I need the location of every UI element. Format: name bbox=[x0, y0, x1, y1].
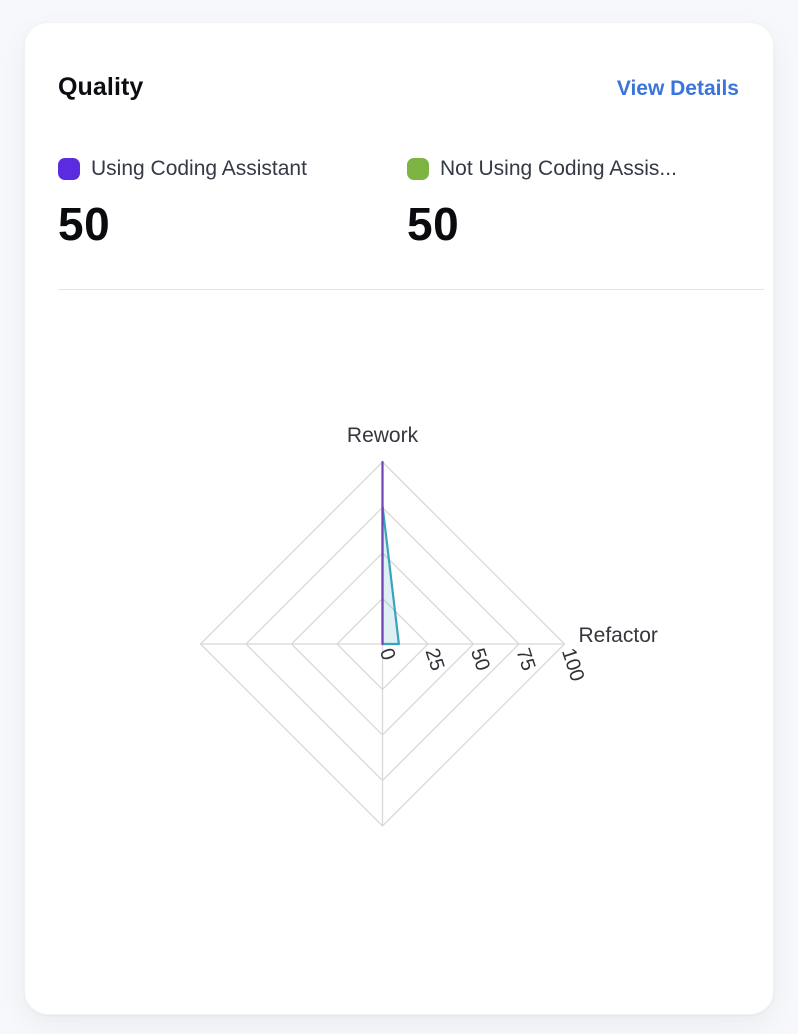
legend-swatch-green bbox=[407, 158, 429, 180]
radar-axis-label: Rework bbox=[347, 424, 419, 447]
divider bbox=[58, 289, 764, 290]
view-details-link[interactable]: View Details bbox=[616, 77, 739, 100]
summary-value-not-using: 50 bbox=[407, 198, 460, 250]
radar-tick-label: 0 bbox=[375, 646, 399, 663]
radar-tick-label: 100 bbox=[557, 646, 588, 685]
radar-axis-label: Refactor bbox=[579, 624, 658, 647]
radar-chart: Rework Refactor 0 25 50 75 100 bbox=[199, 424, 658, 827]
summary-column-not-using: Not Using Coding Assis... 50 bbox=[407, 157, 749, 247]
summary-value-using: 50 bbox=[58, 198, 111, 250]
legend-label-not-using: Not Using Coding Assis... bbox=[440, 157, 677, 180]
legend-label-using: Using Coding Assistant bbox=[91, 157, 307, 180]
legend-item-using: Using Coding Assistant bbox=[58, 157, 407, 181]
radar-series bbox=[381, 504, 400, 646]
radar-tick-label: 50 bbox=[466, 646, 494, 674]
quality-card: Quality View Details Using Coding Assist… bbox=[24, 22, 774, 1015]
legend-swatch-purple bbox=[58, 158, 80, 180]
card-title: Quality bbox=[58, 73, 144, 101]
chart-section: Rework Refactor 0 25 50 75 100 bbox=[25, 290, 775, 1004]
radar-tick-label: 25 bbox=[421, 646, 449, 674]
radar-tick-label: 75 bbox=[512, 646, 540, 674]
summary-legend: Using Coding Assistant 50 Not Using Codi… bbox=[25, 157, 773, 247]
summary-column-using: Using Coding Assistant 50 bbox=[58, 157, 407, 247]
legend-item-not-using: Not Using Coding Assis... bbox=[407, 157, 749, 181]
card-header: Quality View Details bbox=[25, 23, 773, 102]
